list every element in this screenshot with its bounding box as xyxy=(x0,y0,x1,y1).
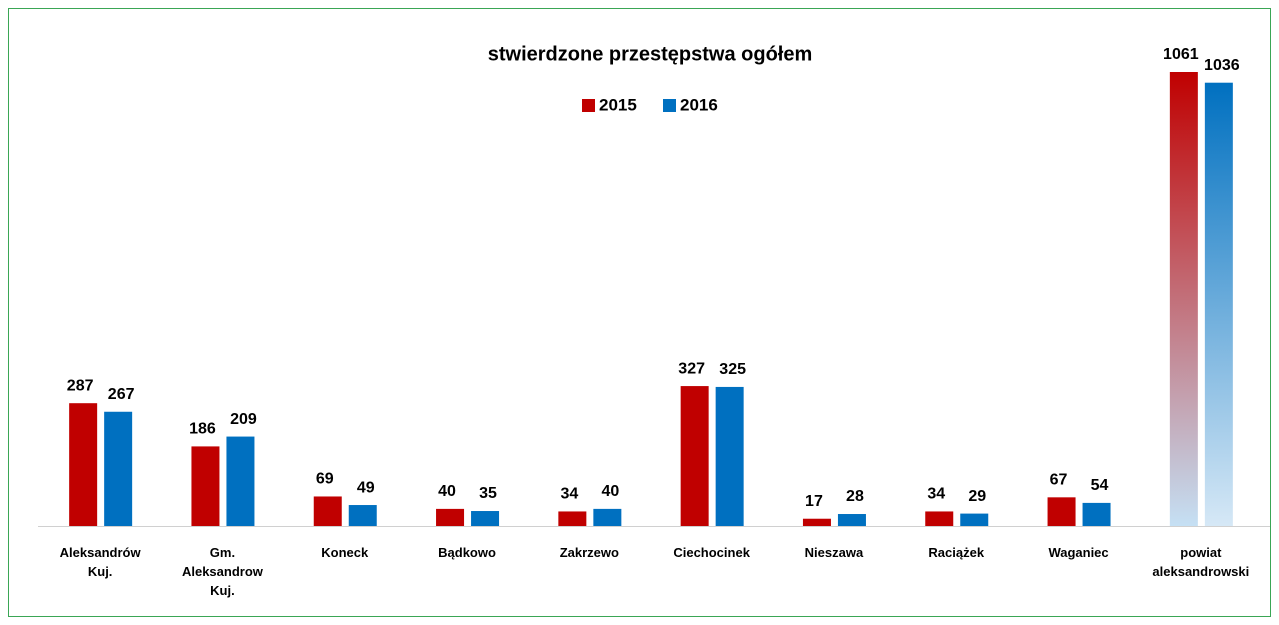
bar xyxy=(226,436,255,526)
bar xyxy=(925,511,954,526)
bar xyxy=(837,514,866,526)
data-label: 49 xyxy=(357,479,375,496)
data-label: 209 xyxy=(230,411,257,428)
data-label: 34 xyxy=(560,486,578,503)
bar xyxy=(1047,497,1076,526)
data-label: 267 xyxy=(108,386,135,403)
data-label: 186 xyxy=(189,421,216,438)
bar xyxy=(436,508,465,526)
x-tick-label: Zakrzewo xyxy=(559,545,619,560)
x-tick-label: Koneck xyxy=(321,545,369,560)
x-tick-label: Gm. Aleksandrow Kuj. xyxy=(181,545,263,598)
bar xyxy=(960,513,989,526)
bar xyxy=(313,496,342,526)
x-tick-label: Nieszawa xyxy=(804,545,864,560)
data-label: 40 xyxy=(438,483,456,500)
bar xyxy=(471,511,500,526)
x-tick-label: powiat aleksandrowski xyxy=(1152,545,1250,579)
legend-swatch xyxy=(663,99,676,112)
bar xyxy=(1169,72,1198,526)
bar xyxy=(593,508,622,526)
data-label: 69 xyxy=(316,471,334,488)
x-tick-label: Ciechocinek xyxy=(673,545,750,560)
bar xyxy=(1204,82,1233,527)
bar xyxy=(191,446,220,526)
bar xyxy=(715,386,744,526)
data-label: 1061 xyxy=(1163,46,1199,63)
data-label: 40 xyxy=(601,483,619,500)
x-tick-label: Waganiec xyxy=(1048,545,1109,560)
legend-swatch xyxy=(582,99,595,112)
bar xyxy=(104,411,133,526)
chart-border xyxy=(8,8,1271,617)
x-tick-label: Raciążek xyxy=(928,545,985,560)
bar xyxy=(558,511,587,526)
data-label: 287 xyxy=(67,377,94,394)
bar xyxy=(1082,502,1111,526)
data-label: 67 xyxy=(1050,472,1068,489)
x-tick-label: Aleksandrów Kuj. xyxy=(59,545,141,579)
data-label: 327 xyxy=(678,360,705,377)
x-tick-label: Bądkowo xyxy=(438,545,496,560)
data-label: 29 xyxy=(968,488,986,505)
bar xyxy=(348,505,377,526)
data-label: 325 xyxy=(719,361,746,378)
bar xyxy=(69,403,98,526)
bar xyxy=(802,518,831,526)
data-label: 17 xyxy=(805,493,823,510)
data-label: 34 xyxy=(927,486,945,503)
legend-label: 2016 xyxy=(680,95,718,114)
data-label: 54 xyxy=(1091,477,1109,494)
chart-title: stwierdzone przestępstwa ogółem xyxy=(488,43,813,65)
data-label: 35 xyxy=(479,485,497,502)
bar xyxy=(680,386,709,526)
data-label: 1036 xyxy=(1204,57,1240,74)
legend-label: 2015 xyxy=(599,95,637,114)
data-label: 28 xyxy=(846,488,864,505)
